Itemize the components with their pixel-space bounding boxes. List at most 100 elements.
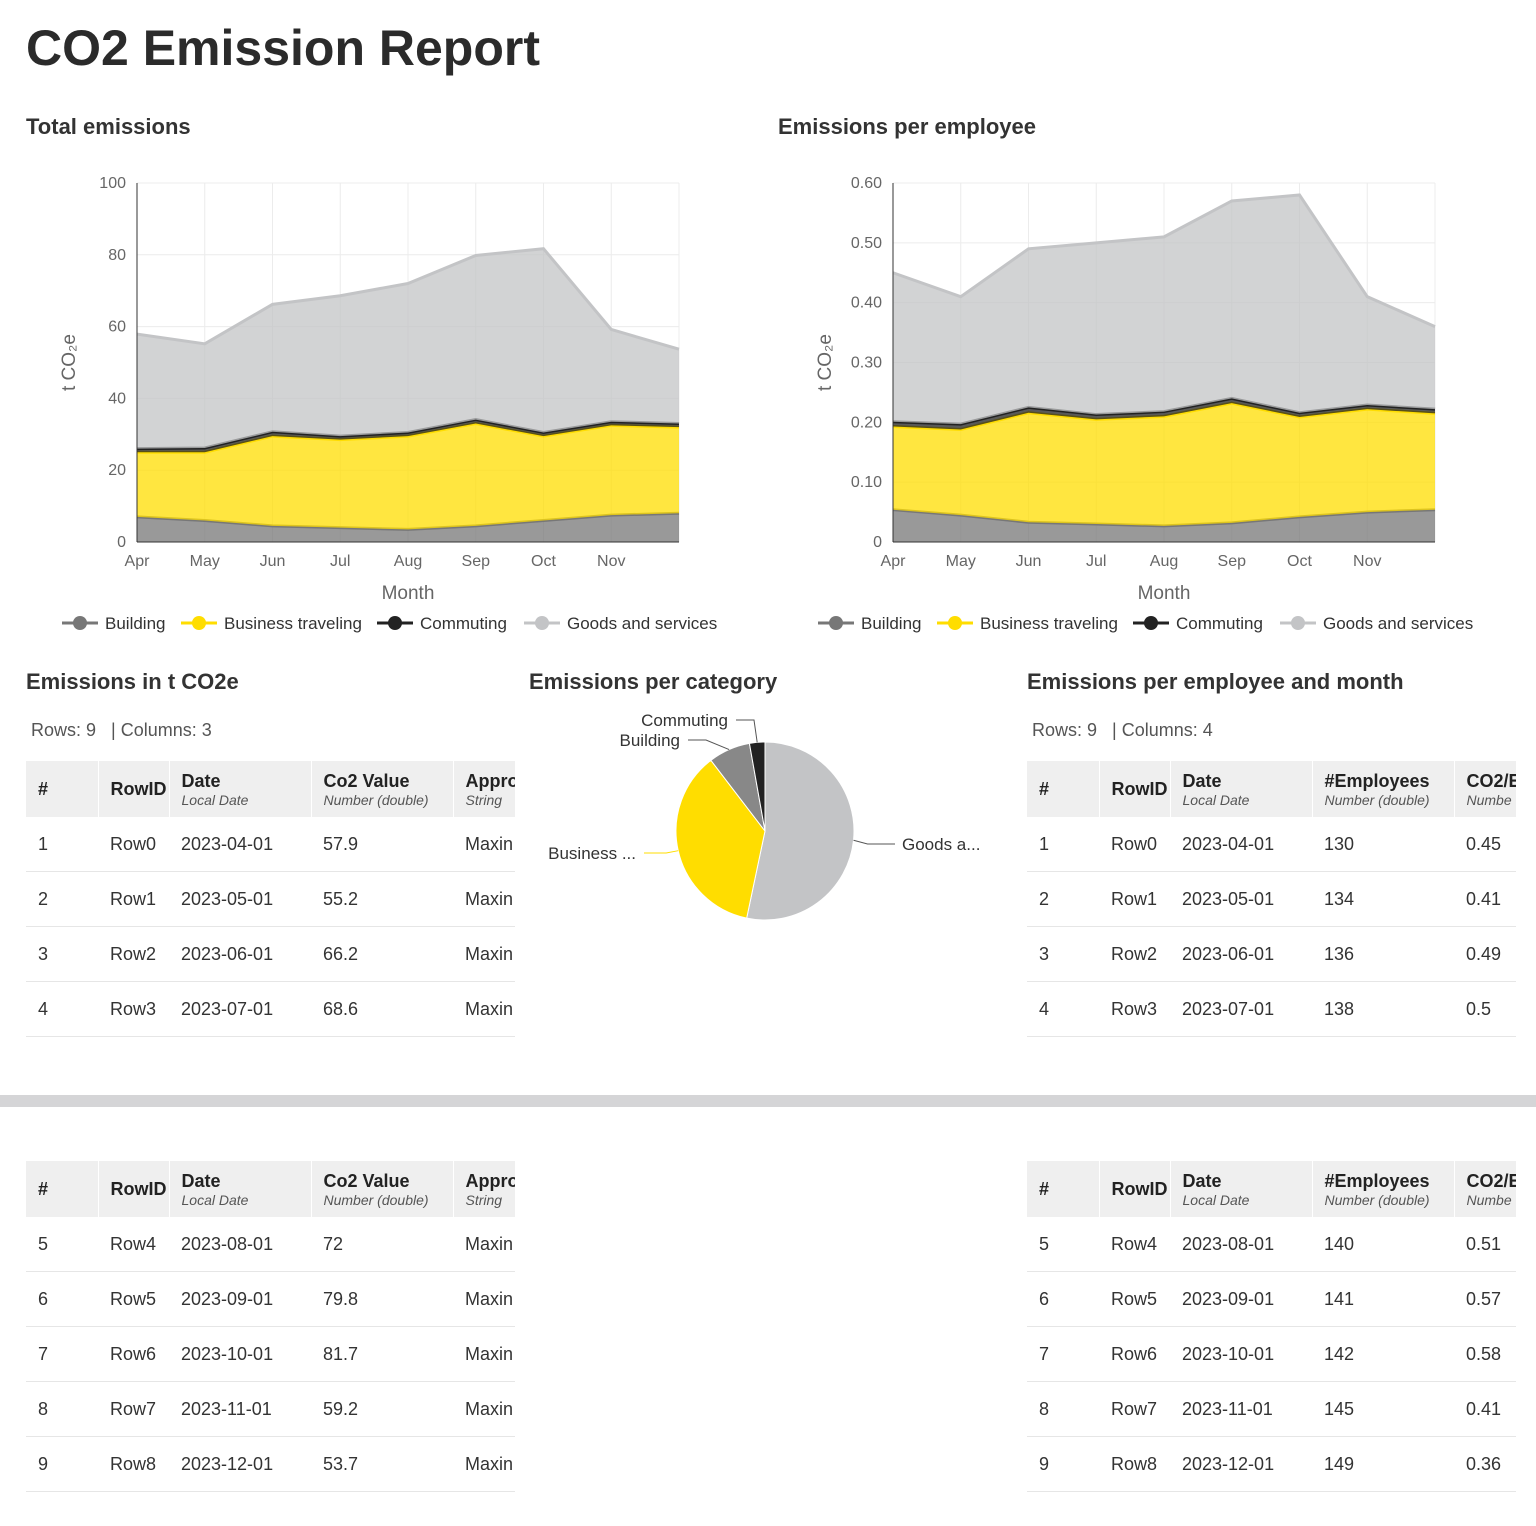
table1-cell: Row0 (98, 817, 169, 872)
table1-col-header[interactable]: Appro String (452, 1161, 515, 1217)
table2-col-type: Local Date (1182, 1192, 1250, 1208)
table1-cell: 57.9 (311, 817, 453, 872)
table2-cell: 138 (1312, 981, 1454, 1037)
page-title: CO2 Emission Report (26, 20, 540, 76)
table1-row[interactable]: 5 Row4 2023-08-01 72 Maxin (26, 1217, 515, 1272)
table2-col-name: # (1039, 779, 1050, 799)
table2-row[interactable]: 1 Row0 2023-04-01 130 0.45 (1027, 817, 1516, 872)
table2-cell: 142 (1312, 1326, 1454, 1382)
per-employee-x-label: Month (1138, 583, 1191, 604)
table1-cell: 8 (26, 1381, 98, 1437)
total-y-tick: 80 (108, 247, 126, 264)
table2-cell: Row2 (1099, 926, 1170, 982)
per-employee-area-3 (893, 194, 1435, 425)
table1-col-header[interactable]: # (26, 1161, 98, 1217)
table1-page2[interactable]: # RowID Date Local Date Co2 Value Number (dou… (26, 1161, 515, 1492)
table1-col-name: # (38, 1179, 49, 1199)
per-employee-legend-marker-0 (829, 616, 843, 630)
table2-row[interactable]: 6 Row5 2023-09-01 141 0.57 (1027, 1271, 1516, 1327)
table2-page2[interactable]: # RowID Date Local Date #Employees Number (do… (1027, 1161, 1516, 1492)
total-x-tick: Jun (260, 553, 286, 570)
total-x-tick: Nov (597, 553, 625, 570)
table1-col-header[interactable]: # (26, 761, 98, 817)
total-y-tick: 20 (108, 462, 126, 479)
total-x-tick: Aug (394, 553, 422, 570)
table2-col-header[interactable]: #Employees Number (double) (1311, 1161, 1454, 1217)
table1-row[interactable]: 6 Row5 2023-09-01 79.8 Maxin (26, 1271, 515, 1327)
emissions-per-employee-title: Emissions per employee (778, 114, 1036, 139)
table2-col-header[interactable]: CO2/E Numbe (1453, 761, 1516, 817)
table2-page1[interactable]: # RowID Date Local Date #Employees Number (do… (1027, 761, 1516, 1037)
table2-col-header[interactable]: CO2/E Numbe (1453, 1161, 1516, 1217)
table1-info: Rows: 9 | Columns: 3 (31, 720, 212, 741)
table1-cell: 2 (26, 871, 98, 927)
table2-row[interactable]: 2 Row1 2023-05-01 134 0.41 (1027, 871, 1516, 927)
table1-row[interactable]: 7 Row6 2023-10-01 81.7 Maxin (26, 1326, 515, 1382)
table2-col-name: #Employees (1324, 771, 1430, 791)
table2-cell: 2 (1027, 871, 1099, 927)
total-area-2 (137, 419, 679, 453)
table1-header-row: # RowID Date Local Date Co2 Value Number (dou… (26, 1161, 515, 1217)
table2-col-header[interactable]: # (1027, 761, 1099, 817)
table1-cell: 53.7 (311, 1436, 453, 1492)
table2-cell: 0.45 (1454, 817, 1516, 872)
table2-row[interactable]: 9 Row8 2023-12-01 149 0.36 (1027, 1436, 1516, 1492)
table1-col-type: String (465, 1192, 503, 1208)
table1-columns-info: | Columns: 3 (111, 720, 212, 740)
table1-col-header[interactable]: RowID (97, 761, 169, 817)
table1-row[interactable]: 2 Row1 2023-05-01 55.2 Maxin (26, 871, 515, 927)
table2-rows-info: Rows: 9 (1032, 720, 1098, 740)
table1-col-header[interactable]: RowID (97, 1161, 169, 1217)
pie-label-1: Business ... (548, 844, 636, 863)
table2-col-type: Numbe (1466, 1192, 1512, 1208)
table1-row[interactable]: 3 Row2 2023-06-01 66.2 Maxin (26, 926, 515, 982)
table1-cell: 2023-09-01 (169, 1271, 311, 1327)
table2-cell: 2023-04-01 (1170, 817, 1312, 872)
table1-page1[interactable]: # RowID Date Local Date Co2 Value Number (dou… (26, 761, 515, 1037)
emissions-per-employee-chart: 0 0.10 0.20 0.30 0.40 0.50 0.60 Apr May Jun Jul Aug… (815, 175, 1473, 633)
total-y-tick: 60 (108, 319, 126, 336)
table2-col-header[interactable]: #Employees Number (double) (1311, 761, 1454, 817)
table1-row[interactable]: 9 Row8 2023-12-01 53.7 Maxin (26, 1436, 515, 1492)
table1-cell: 72 (311, 1217, 453, 1272)
pie-label-2: Building (620, 731, 681, 750)
table2-cell: 2023-06-01 (1170, 926, 1312, 982)
table1-col-header[interactable]: Date Local Date (168, 1161, 311, 1217)
per-employee-y-tick: 0.10 (851, 474, 882, 491)
table1-col-header[interactable]: Appro String (452, 761, 515, 817)
table1-row[interactable]: 4 Row3 2023-07-01 68.6 Maxin (26, 981, 515, 1037)
table2-col-header[interactable]: Date Local Date (1169, 1161, 1312, 1217)
table2-cell: 2023-12-01 (1170, 1436, 1312, 1492)
table1-row[interactable]: 8 Row7 2023-11-01 59.2 Maxin (26, 1381, 515, 1437)
table1-col-header[interactable]: Date Local Date (168, 761, 311, 817)
per-employee-x-tick: Oct (1287, 553, 1312, 570)
table1-row[interactable]: 1 Row0 2023-04-01 57.9 Maxin (26, 817, 515, 872)
table2-row[interactable]: 4 Row3 2023-07-01 138 0.5 (1027, 981, 1516, 1037)
table1-cell: Maxin (453, 1326, 515, 1382)
table1-header-row: # RowID Date Local Date Co2 Value Number (dou… (26, 761, 515, 817)
table2-col-header[interactable]: RowID (1098, 761, 1170, 817)
table1-col-header[interactable]: Co2 Value Number (double) (310, 1161, 453, 1217)
pie-leader-0 (853, 839, 895, 845)
table2-col-header[interactable]: # (1027, 1161, 1099, 1217)
table2-cell: 130 (1312, 817, 1454, 872)
pie-title: Emissions per category (529, 669, 778, 694)
total-x-label: Month (382, 583, 435, 604)
table1-cell: Row2 (98, 926, 169, 982)
table2-cell: 3 (1027, 926, 1099, 982)
per-employee-x-tick: Jul (1086, 553, 1106, 570)
table2-row[interactable]: 5 Row4 2023-08-01 140 0.51 (1027, 1217, 1516, 1272)
total-y-tick: 100 (99, 175, 126, 192)
table2-cell: 2023-11-01 (1170, 1381, 1312, 1437)
table2-cell: 141 (1312, 1271, 1454, 1327)
table2-row[interactable]: 3 Row2 2023-06-01 136 0.49 (1027, 926, 1516, 982)
table1-col-name: # (38, 779, 49, 799)
table1-col-name: RowID (110, 779, 167, 799)
table2-row[interactable]: 8 Row7 2023-11-01 145 0.41 (1027, 1381, 1516, 1437)
table2-col-header[interactable]: RowID (1098, 1161, 1170, 1217)
table2-col-header[interactable]: Date Local Date (1169, 761, 1312, 817)
table1-cell: 3 (26, 926, 98, 982)
table1-col-header[interactable]: Co2 Value Number (double) (310, 761, 453, 817)
table2-row[interactable]: 7 Row6 2023-10-01 142 0.58 (1027, 1326, 1516, 1382)
table2-cell: 0.49 (1454, 926, 1516, 982)
